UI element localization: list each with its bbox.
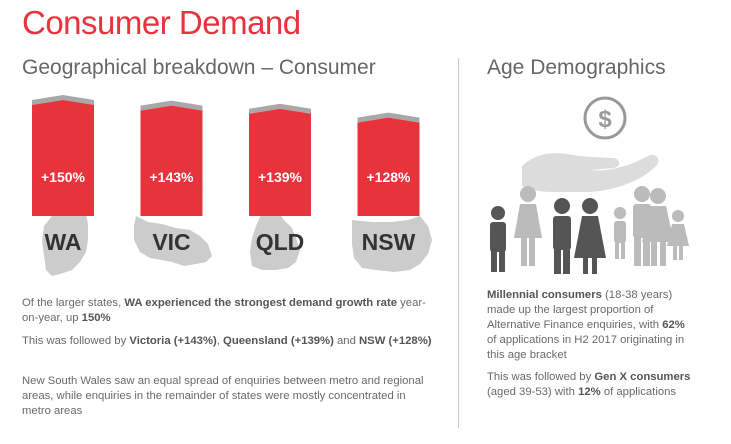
hand-dollar-family-icon: $ <box>490 96 689 274</box>
geographical-subtitle: Geographical breakdown – Consumer <box>22 56 376 79</box>
emphasis-text: Gen X consumers <box>594 371 691 383</box>
value-label-nsw: +128% <box>367 169 412 185</box>
body-text: (18-38 years) made up the largest propor… <box>487 289 673 331</box>
bars: +150% WA +143% VIC +139% QLD +128% NSW <box>32 95 420 255</box>
emphasis-text: Queensland (+139%) <box>223 335 334 347</box>
millennial-paragraph: Millennial consumers (18-38 years) made … <box>487 288 692 363</box>
page-title: Consumer Demand <box>22 4 301 41</box>
wa-map <box>42 200 88 276</box>
open-hand-icon <box>522 153 659 192</box>
nsw-map <box>352 216 432 272</box>
body-text: of applications <box>600 386 677 398</box>
body-text: and <box>333 335 359 347</box>
emphasis-text: Victoria (+143%) <box>129 335 217 347</box>
body-text: , <box>216 335 224 347</box>
value-label-wa: +150% <box>41 169 86 185</box>
emphasis-text: WA experienced the strongest demand grow… <box>124 297 398 309</box>
category-label-wa: WA <box>44 229 81 255</box>
nsw-spread-paragraph: New South Wales saw an equal spread of e… <box>22 374 432 419</box>
body-text: year-on-year, up <box>22 297 426 324</box>
age-demographics-subtitle: Age Demographics <box>487 56 666 79</box>
emphasis-text: 12% <box>578 386 601 398</box>
bar-wa <box>32 100 94 216</box>
emphasis-text: 150% <box>81 312 111 324</box>
body-text: of applications in H2 2017 originating i… <box>487 334 685 361</box>
body-text: New South Wales saw an equal spread of e… <box>22 375 424 417</box>
svg-text:$: $ <box>598 106 612 133</box>
states-summary-paragraph: This was followed by Victoria (+143%), Q… <box>22 334 442 349</box>
body-text: This was followed by <box>487 371 595 383</box>
body-text: This was followed by <box>22 335 130 347</box>
category-label-nsw: NSW <box>362 229 416 255</box>
section-divider <box>458 58 459 428</box>
bar-qld <box>249 108 311 216</box>
emphasis-text: NSW (+128%) <box>359 335 432 347</box>
bar-nsw <box>357 117 420 216</box>
body-text: Of the larger states, <box>22 297 125 309</box>
category-label-qld: QLD <box>256 229 305 255</box>
body-text: (aged 39-53) with <box>487 386 579 398</box>
family-icon <box>490 186 689 274</box>
emphasis-text: Millennial consumers <box>487 289 602 301</box>
emphasis-text: 62% <box>662 319 685 331</box>
dollar-coin-icon: $ <box>583 96 627 140</box>
genx-paragraph: This was followed by Gen X consumers (ag… <box>487 370 692 400</box>
bar-vic <box>140 105 203 216</box>
wa-summary-paragraph: Of the larger states, WA experienced the… <box>22 296 442 326</box>
category-label-vic: VIC <box>152 229 190 255</box>
vic-map <box>134 216 212 266</box>
state-growth-chart: +150% WA +143% VIC +139% QLD +128% NSW <box>32 95 432 276</box>
value-label-vic: +143% <box>150 169 195 185</box>
value-label-qld: +139% <box>258 169 303 185</box>
